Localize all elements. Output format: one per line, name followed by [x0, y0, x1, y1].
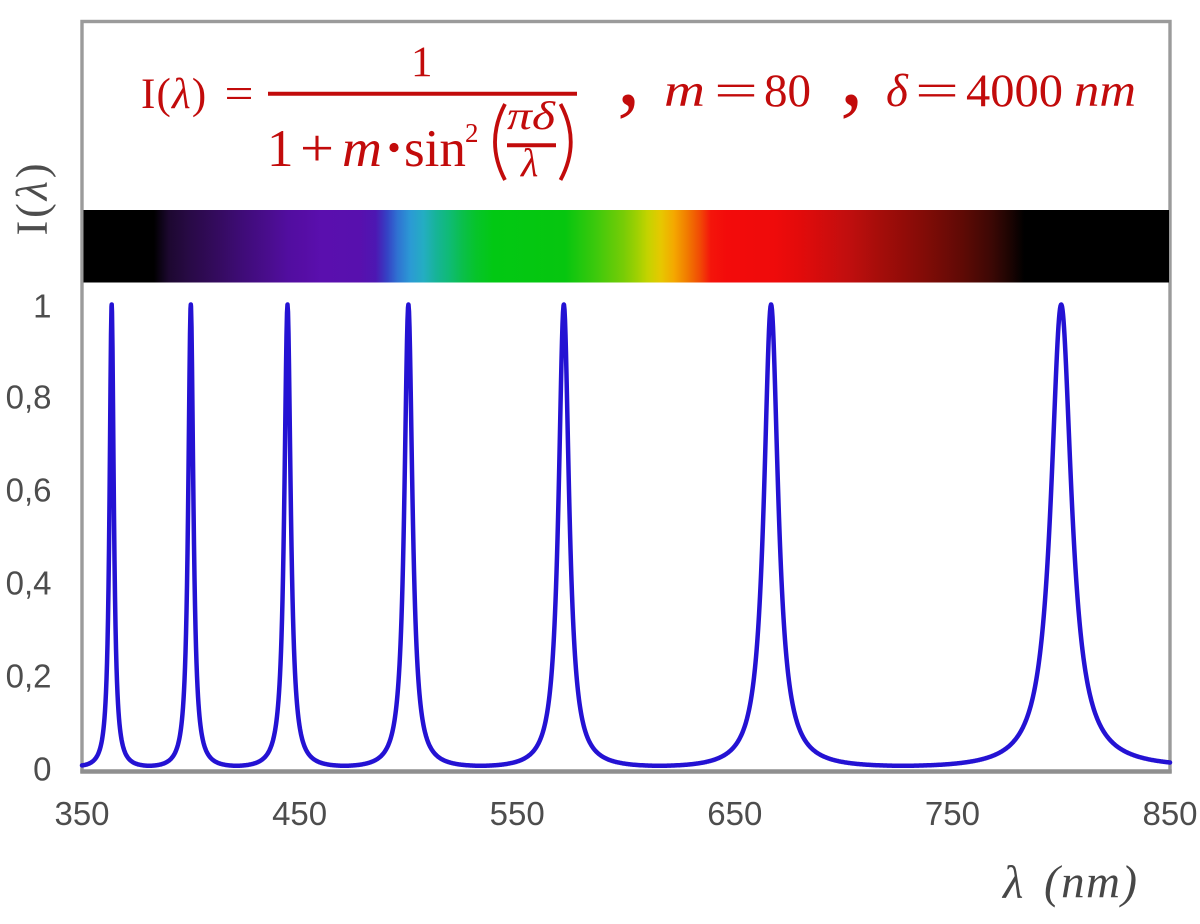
svg-text:m: m	[664, 65, 705, 117]
svg-text:650: 650	[707, 795, 762, 832]
svg-text:λ: λ	[1001, 857, 1023, 909]
svg-text:850: 850	[1142, 795, 1197, 832]
svg-text:4000: 4000	[966, 65, 1063, 117]
svg-text:(nm): (nm)	[1044, 857, 1137, 909]
svg-text:450: 450	[272, 795, 327, 832]
svg-text:,: ,	[840, 21, 864, 125]
svg-text:λ: λ	[520, 140, 538, 185]
svg-text:0,2: 0,2	[6, 658, 52, 695]
svg-text:80: 80	[764, 65, 811, 117]
svg-text:δ: δ	[886, 65, 909, 117]
svg-text:πδ: πδ	[507, 93, 557, 138]
svg-text:350: 350	[54, 795, 109, 832]
svg-text:1: 1	[267, 120, 294, 178]
svg-text:+: +	[300, 120, 334, 178]
svg-text:750: 750	[925, 795, 980, 832]
svg-text:,: ,	[617, 21, 641, 125]
svg-text:0,6: 0,6	[6, 472, 52, 509]
svg-text:=: =	[714, 65, 758, 117]
svg-text:0,4: 0,4	[6, 565, 52, 602]
svg-text:=: =	[225, 71, 254, 118]
svg-text:I(λ): I(λ)	[141, 71, 207, 118]
svg-text:nm: nm	[1074, 65, 1136, 117]
svg-text:0: 0	[33, 751, 51, 788]
svg-text:I(λ): I(λ)	[8, 160, 57, 235]
svg-text:550: 550	[490, 795, 545, 832]
svg-text:2: 2	[465, 118, 479, 148]
svg-text:0,8: 0,8	[6, 379, 52, 416]
svg-text:1: 1	[33, 288, 51, 325]
svg-text:=: =	[915, 65, 959, 117]
svg-text:1: 1	[411, 39, 433, 86]
svg-text:sin: sin	[404, 120, 466, 178]
svg-text:m: m	[342, 120, 382, 178]
